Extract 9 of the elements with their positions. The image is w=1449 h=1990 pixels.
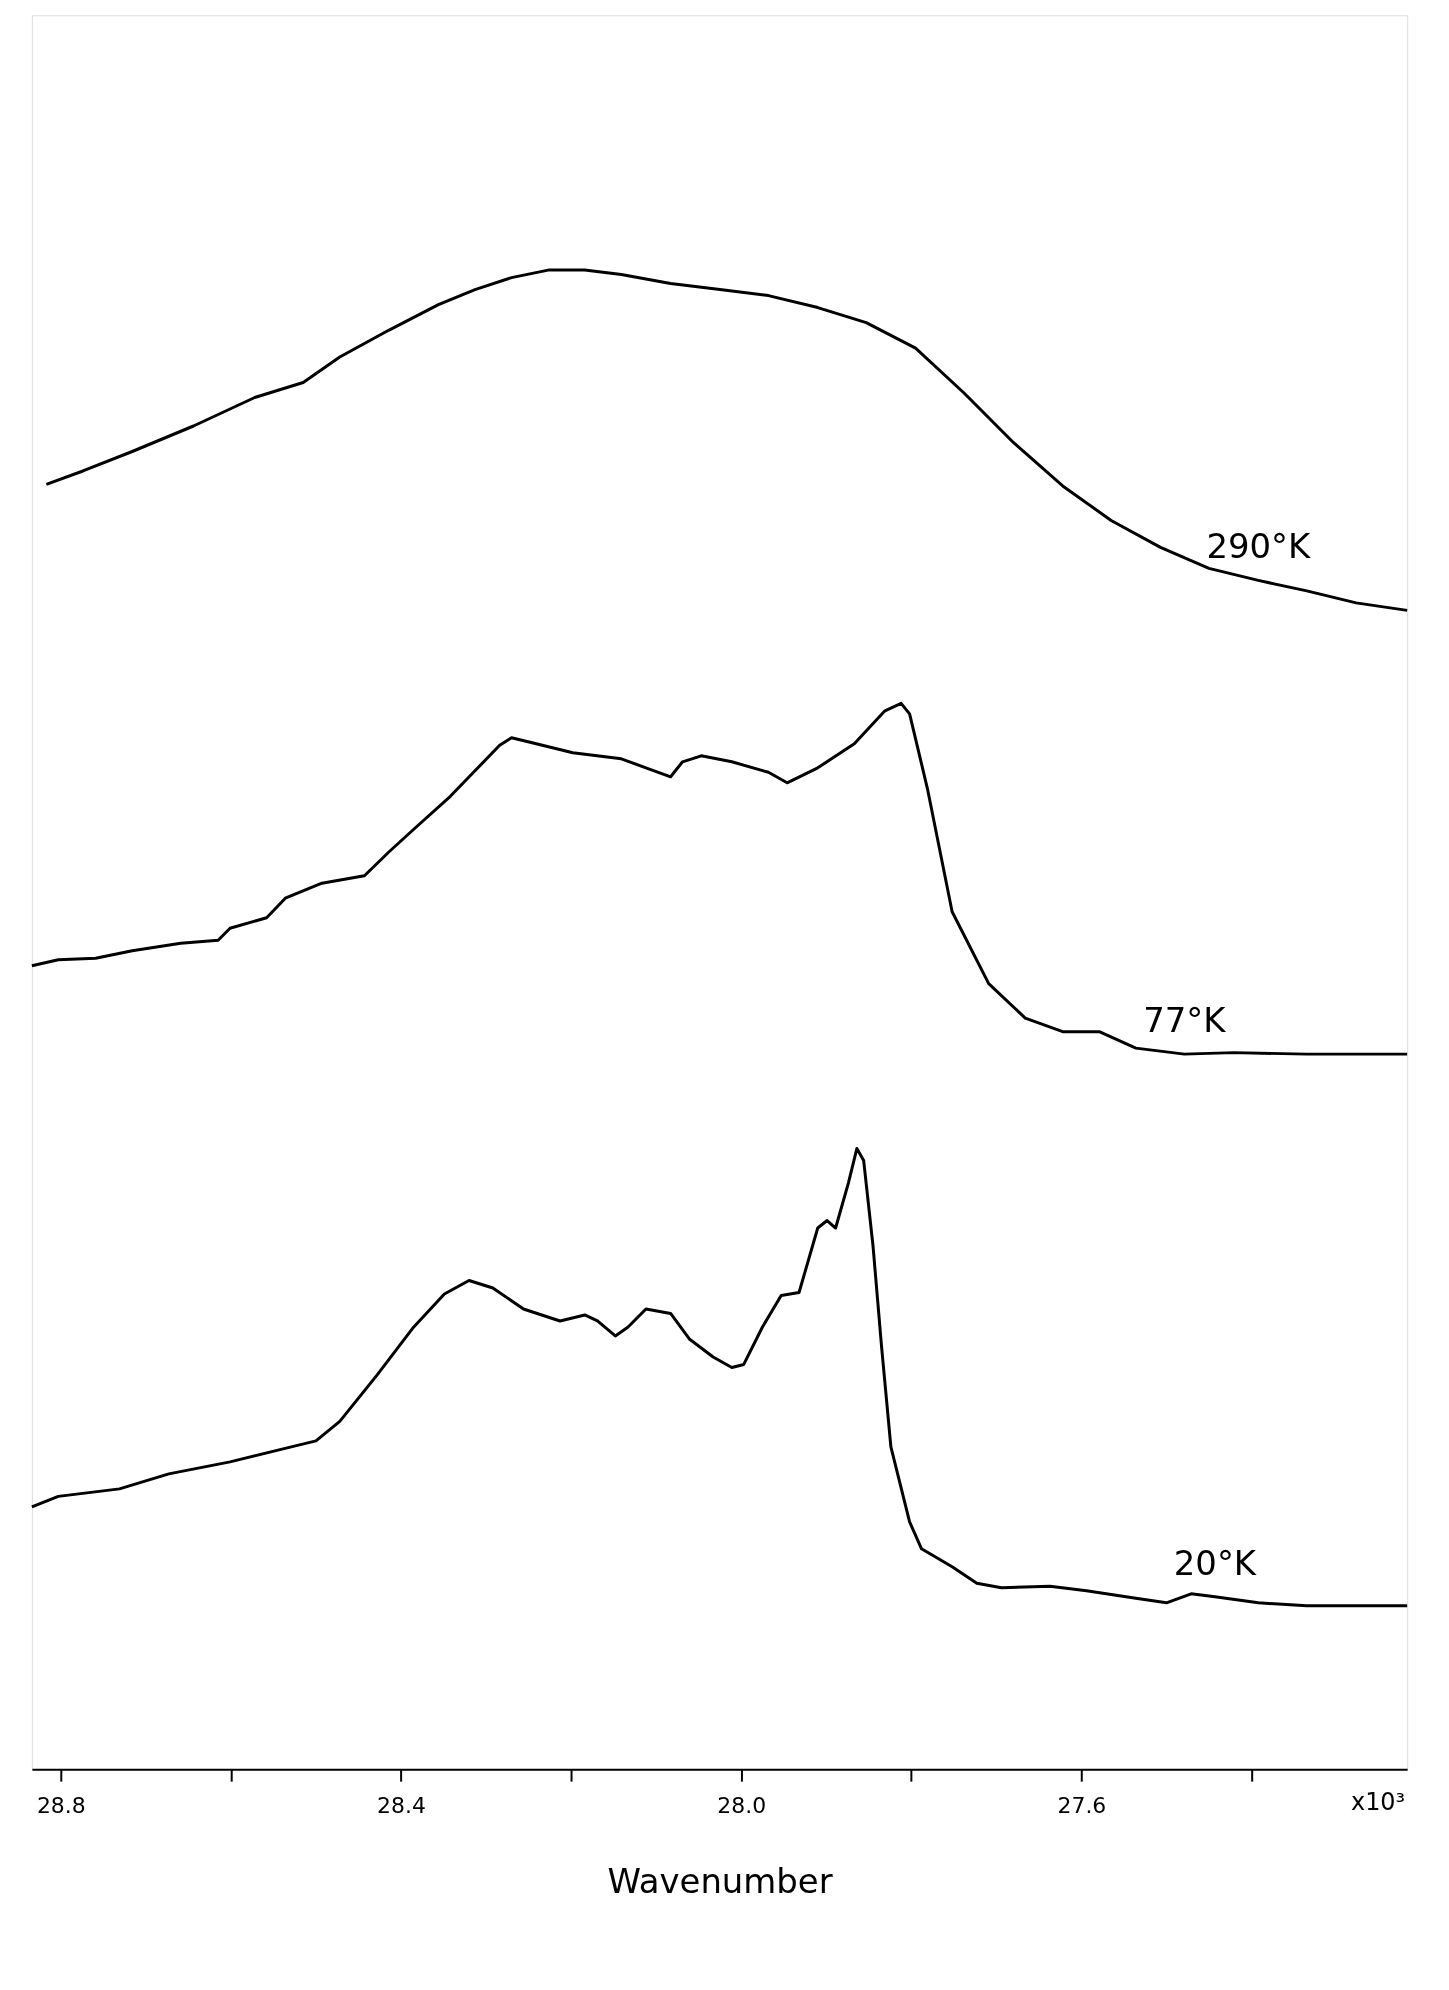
x-tick-label: 27.6 — [1057, 1792, 1107, 1818]
series-label: 290°K — [1206, 527, 1311, 567]
text: x10³ — [1350, 1788, 1406, 1817]
x-tick-label: 28.0 — [717, 1792, 767, 1818]
series-label: 77°K — [1143, 1001, 1227, 1041]
x-axis-title: Wavenumber — [607, 1862, 833, 1902]
x-tick-label: 28.8 — [36, 1792, 86, 1818]
series-label: 20°K — [1173, 1543, 1257, 1583]
x-tick-label: 28.4 — [377, 1792, 426, 1818]
